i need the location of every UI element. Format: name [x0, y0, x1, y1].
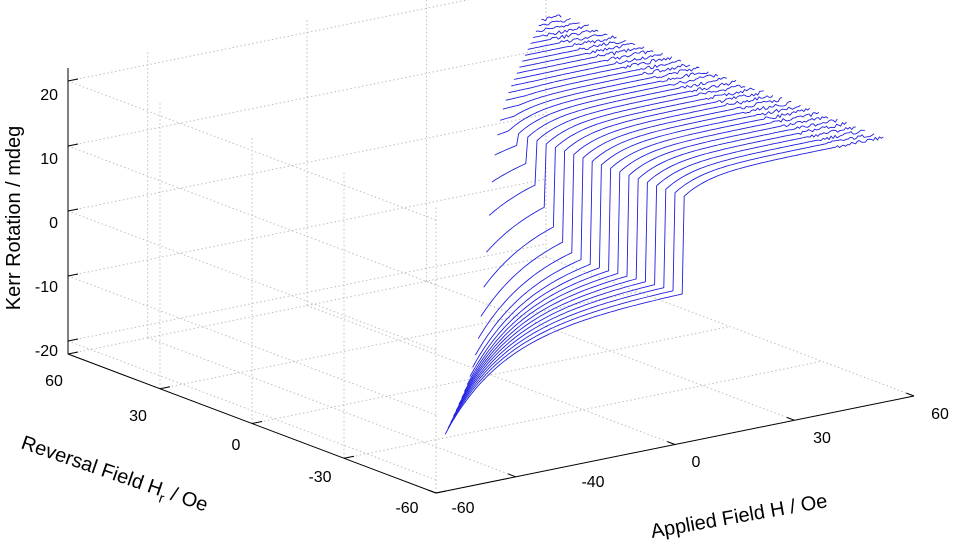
y-tick-mark: [251, 421, 263, 424]
y-tick-label: -60: [395, 500, 418, 517]
x-axis-label: Applied Field H / Oe: [649, 490, 829, 543]
y-tick-label: 30: [129, 408, 147, 425]
x-tick-mark: [906, 392, 915, 397]
z-axis-label: Kerr Rotation / mdeg: [3, 126, 25, 311]
series-line: [508, 56, 673, 94]
series-line: [455, 121, 847, 411]
grid-line: [67, 275, 437, 416]
y-tick-label: -30: [308, 469, 331, 486]
tick-layer: 20 10 0 -10 -20 60 30 0 -30 -60 -60 -40 …: [35, 87, 949, 517]
y-axis-label: Reversal Field Hr / Oe: [17, 432, 211, 520]
series-line: [494, 73, 718, 156]
y-tick-mark: [67, 351, 79, 355]
y-axis-label-subscript: r: [157, 490, 167, 507]
x-tick-label: 30: [813, 430, 831, 447]
series-line: [458, 118, 838, 405]
series-line: [538, 18, 571, 26]
x-tick-mark: [667, 441, 676, 445]
series-line: [505, 59, 682, 101]
series-line: [519, 42, 636, 68]
series-line: [444, 136, 884, 435]
x-tick-mark: [428, 489, 437, 494]
label-layer: Kerr Rotation / mdeg Reversal Field Hr /…: [3, 126, 829, 543]
grid-line: [67, 210, 437, 351]
series-line: [475, 97, 783, 356]
series-line: [530, 29, 599, 44]
series-line: [516, 46, 645, 74]
z-tick-mark: [67, 208, 79, 212]
grid-line: [343, 360, 823, 459]
y-tick-mark: [435, 490, 447, 494]
z-tick-label: -20: [35, 343, 58, 360]
grid-line: [67, 256, 547, 355]
curve-layer: [444, 14, 884, 435]
series-line: [533, 24, 590, 38]
y-tick-label: 60: [45, 373, 63, 390]
y-axis-label-tail: / Oe: [163, 482, 211, 517]
x-tick-mark: [786, 416, 795, 421]
series-line: [497, 71, 709, 136]
series-line: [480, 90, 764, 317]
y-tick-mark: [159, 386, 171, 390]
y-axis-label-main: Reversal Field H: [18, 432, 165, 501]
series-line: [469, 104, 801, 377]
series-line: [450, 129, 865, 423]
grid-line: [67, 48, 547, 147]
y-tick-label: 0: [232, 437, 241, 454]
series-line: [466, 107, 811, 385]
z-tick-label: 0: [49, 215, 58, 232]
grid-line: [426, 280, 795, 421]
grid-line: [159, 291, 639, 390]
axis-layer: [67, 68, 915, 494]
grid-line: [545, 256, 915, 397]
x-tick-label: 0: [692, 454, 701, 471]
series-line: [527, 33, 608, 50]
series-line: [541, 14, 562, 22]
z-tick-label: 10: [40, 151, 58, 168]
series-line: [511, 52, 663, 87]
series-line: [524, 35, 617, 56]
series-line: [535, 22, 580, 33]
x-tick-label: 60: [931, 406, 949, 423]
series-line: [477, 95, 774, 339]
series-line: [464, 112, 820, 392]
series-line: [491, 77, 728, 183]
x-tick-label: -40: [581, 474, 604, 491]
series-line: [522, 39, 626, 62]
series-line: [461, 116, 829, 399]
series-line: [486, 84, 746, 253]
series-line: [488, 79, 737, 216]
series-line: [483, 87, 755, 288]
z-tick-mark: [67, 273, 79, 277]
grid-line: [67, 113, 547, 212]
grid-line: [306, 305, 676, 445]
series-line: [453, 126, 856, 417]
series-line: [500, 66, 700, 121]
series-line: [447, 133, 875, 429]
y-tick-mark: [343, 455, 355, 459]
series-line: [472, 101, 792, 368]
z-tick-mark: [67, 78, 79, 82]
grid-layer: [67, 0, 915, 494]
grid-line: [251, 326, 731, 424]
x-tick-mark: [507, 473, 516, 478]
series-line: [513, 50, 654, 80]
z-tick-label: -10: [35, 279, 58, 296]
x-tick-label: -60: [451, 500, 474, 517]
z-tick-mark: [67, 143, 79, 147]
grid-line: [67, 178, 547, 277]
series-line: [502, 63, 691, 110]
z-tick-mark: [67, 338, 79, 342]
z-tick-label: 20: [40, 87, 58, 104]
